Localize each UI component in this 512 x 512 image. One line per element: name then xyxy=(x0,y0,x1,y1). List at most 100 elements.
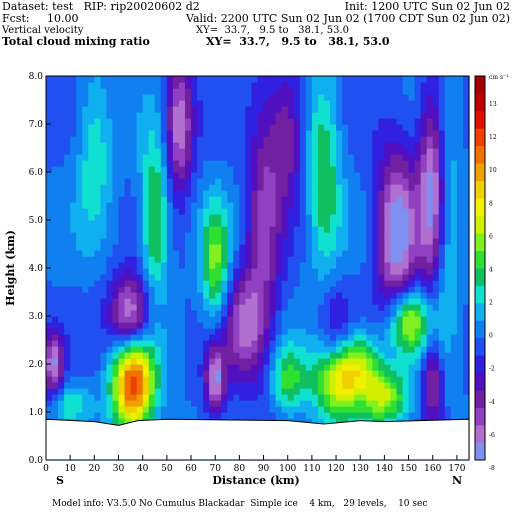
field-cell xyxy=(360,358,367,365)
field-cell xyxy=(426,286,434,293)
field-cell xyxy=(154,88,162,95)
field-cell xyxy=(94,358,101,365)
field-cell xyxy=(438,214,446,221)
field-cell xyxy=(88,244,95,251)
field-cell xyxy=(372,298,379,305)
field-cell xyxy=(239,286,247,293)
field-cell xyxy=(184,232,192,239)
field-cell xyxy=(330,274,337,281)
field-cell xyxy=(293,232,301,239)
field-cell xyxy=(142,124,150,131)
field-cell xyxy=(64,226,71,233)
field-cell xyxy=(402,280,410,287)
field-cell xyxy=(378,136,385,143)
field-cell xyxy=(227,232,234,239)
field-cell xyxy=(360,334,367,341)
field-cell xyxy=(390,400,398,407)
field-cell xyxy=(239,220,247,227)
field-cell xyxy=(323,190,331,197)
field-cell xyxy=(263,232,271,239)
field-cell xyxy=(64,136,71,143)
field-cell xyxy=(106,214,114,221)
field-cell xyxy=(257,142,265,149)
field-cell xyxy=(64,130,71,137)
field-cell xyxy=(197,304,204,311)
field-cell xyxy=(317,418,325,425)
field-cell xyxy=(456,322,464,329)
field-cell xyxy=(456,190,464,197)
field-cell xyxy=(311,130,319,137)
field-cell xyxy=(215,166,222,173)
field-cell xyxy=(432,214,440,221)
field-cell xyxy=(154,388,162,395)
field-cell xyxy=(215,238,222,245)
field-cell xyxy=(221,298,228,305)
field-cell xyxy=(251,358,259,365)
field-cell xyxy=(82,304,89,311)
field-cell xyxy=(311,256,319,263)
field-cell xyxy=(305,202,313,209)
field-cell xyxy=(414,346,422,353)
field-cell xyxy=(311,406,319,413)
field-cell xyxy=(305,412,313,419)
field-cell xyxy=(142,412,150,419)
field-cell xyxy=(336,394,343,401)
field-cell xyxy=(233,82,240,89)
field-cell xyxy=(414,316,422,323)
field-cell xyxy=(197,190,204,197)
field-cell xyxy=(251,76,259,83)
field-cell xyxy=(154,220,162,227)
field-cell xyxy=(323,280,331,287)
field-cell xyxy=(118,256,126,263)
field-cell xyxy=(70,136,77,143)
field-cell xyxy=(342,280,349,287)
field-cell xyxy=(64,388,71,395)
field-cell xyxy=(215,112,222,119)
field-cell xyxy=(408,82,416,89)
field-cell xyxy=(396,232,404,239)
field-cell xyxy=(408,406,416,413)
field-cell xyxy=(384,346,392,353)
field-cell xyxy=(46,250,53,257)
field-cell xyxy=(76,304,83,311)
field-cell xyxy=(287,208,295,215)
field-cell xyxy=(197,364,204,371)
field-cell xyxy=(76,244,83,251)
field-cell xyxy=(52,94,59,101)
field-cell xyxy=(456,160,464,167)
field-cell xyxy=(281,202,289,209)
field-cell xyxy=(317,106,325,113)
field-cell xyxy=(432,370,440,377)
field-cell xyxy=(160,88,168,95)
field-cell xyxy=(118,418,126,425)
field-cell xyxy=(396,88,404,95)
field-cell xyxy=(82,388,89,395)
field-cell xyxy=(444,394,452,401)
field-cell xyxy=(281,394,289,401)
field-cell xyxy=(82,232,89,239)
field-cell xyxy=(275,304,283,311)
field-cell xyxy=(426,190,434,197)
field-cell xyxy=(456,316,464,323)
field-cell xyxy=(70,298,77,305)
field-cell xyxy=(366,280,373,287)
field-cell xyxy=(52,226,59,233)
field-cell xyxy=(46,184,53,191)
field-cell xyxy=(293,280,301,287)
field-cell xyxy=(281,94,289,101)
field-cell xyxy=(112,166,120,173)
field-cell xyxy=(130,298,138,305)
field-cell xyxy=(154,286,162,293)
field-cell xyxy=(414,112,422,119)
field-cell xyxy=(94,214,101,221)
field-cell xyxy=(239,250,247,257)
field-cell xyxy=(354,340,361,347)
field-cell xyxy=(142,160,150,167)
field-cell xyxy=(88,184,95,191)
field-cell xyxy=(76,88,83,95)
field-cell xyxy=(166,274,174,281)
field-cell xyxy=(136,202,144,209)
field-cell xyxy=(215,406,222,413)
field-cell xyxy=(432,154,440,161)
field-cell xyxy=(124,412,132,419)
